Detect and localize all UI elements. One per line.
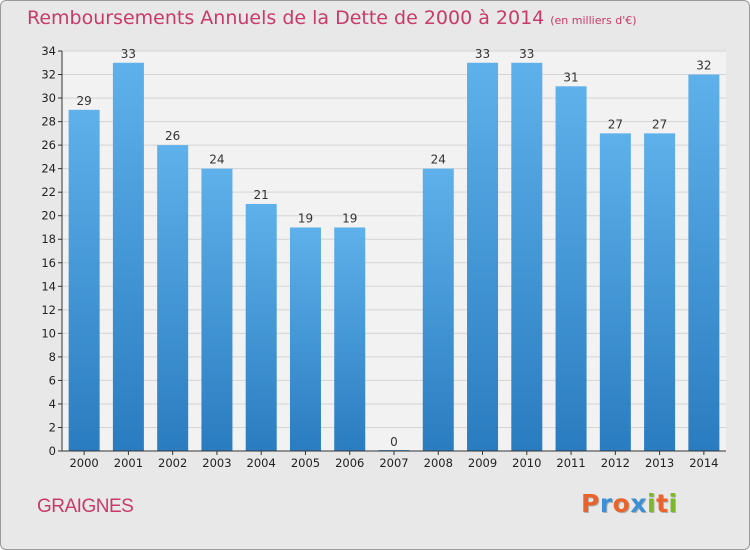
y-tick-label: 22 (41, 185, 56, 199)
bar-value-label: 33 (121, 47, 136, 61)
bar-value-label: 33 (519, 47, 534, 61)
bar-value-label: 27 (652, 117, 667, 131)
y-tick-label: 28 (41, 115, 56, 129)
x-tick-label: 2003 (202, 456, 231, 470)
y-tick-label: 16 (41, 256, 56, 270)
x-tick-label: 2001 (114, 456, 143, 470)
bar-2004 (245, 203, 277, 451)
y-tick-label: 10 (41, 326, 56, 340)
x-tick-label: 2012 (601, 456, 630, 470)
bar-value-label: 33 (475, 47, 490, 61)
y-tick-label: 32 (41, 68, 56, 82)
bar-value-label: 19 (298, 211, 313, 225)
bar-2009 (467, 62, 499, 451)
x-tick-label: 2000 (69, 456, 98, 470)
bar-value-label: 24 (209, 153, 224, 167)
y-tick-label: 20 (41, 209, 56, 223)
y-tick-label: 2 (49, 420, 56, 434)
bar-2014 (688, 74, 720, 451)
logo-letter: o (612, 489, 631, 518)
x-tick-label: 2006 (335, 456, 364, 470)
x-tick-label: 2004 (247, 456, 276, 470)
bar-value-label: 21 (254, 188, 269, 202)
bar-value-label: 19 (342, 211, 357, 225)
bar-2012 (599, 133, 631, 451)
bar-value-label: 24 (431, 153, 446, 167)
x-tick-label: 2013 (645, 456, 674, 470)
y-tick-label: 8 (49, 350, 56, 364)
bar-value-label: 29 (76, 94, 91, 108)
bar-2005 (289, 227, 321, 451)
logo-letter: i (647, 489, 657, 518)
y-tick-label: 30 (41, 91, 56, 105)
bar-value-label: 26 (165, 129, 180, 143)
logo-letter: x (630, 489, 647, 518)
bar-value-label: 27 (608, 117, 623, 131)
chart-title-text: Remboursements Annuels de la Dette de 20… (27, 7, 545, 29)
y-tick-label: 34 (41, 44, 56, 58)
y-tick-label: 18 (41, 232, 56, 246)
bar-2002 (157, 145, 189, 451)
x-tick-label: 2005 (291, 456, 320, 470)
bar-value-label: 31 (563, 70, 578, 84)
bars: 29 33 26 24 21 19 19 0 24 33 33 31 27 27 32 (68, 47, 720, 451)
x-tick-label: 2009 (468, 456, 497, 470)
y-tick-label: 0 (49, 444, 56, 458)
logo-letter: P (581, 489, 600, 518)
chart-unit-label: (en milliers d'€) (550, 14, 637, 27)
x-tick-label: 2002 (158, 456, 187, 470)
y-tick-label: 14 (41, 279, 56, 293)
x-tick-label: 2010 (512, 456, 541, 470)
x-tick-label: 2008 (424, 456, 453, 470)
y-tick-label: 12 (41, 303, 56, 317)
bar-2008 (422, 168, 454, 451)
proxiti-logo[interactable]: Proxiti (581, 489, 678, 518)
x-tick-label: 2014 (689, 456, 718, 470)
y-tick-label: 4 (49, 397, 56, 411)
x-tick-label: 2011 (556, 456, 585, 470)
bar-2000 (68, 109, 100, 451)
bar-2003 (201, 168, 233, 451)
chart-title: Remboursements Annuels de la Dette de 20… (27, 7, 637, 29)
bar-2001 (112, 62, 144, 451)
bar-value-label: 32 (696, 59, 711, 73)
y-tick-label: 6 (49, 373, 56, 387)
bar-2010 (511, 62, 543, 451)
bar-2006 (334, 227, 366, 451)
commune-name: GRAIGNES (37, 496, 134, 517)
logo-letter: r (599, 489, 613, 518)
bar-value-label: 0 (390, 435, 398, 449)
bar-2013 (644, 133, 676, 451)
bar-2011 (555, 86, 587, 451)
logo-letter: t (656, 489, 669, 518)
y-tick-label: 26 (41, 138, 56, 152)
logo-letter: i (668, 489, 678, 518)
y-tick-label: 24 (41, 162, 56, 176)
x-tick-label: 2007 (379, 456, 408, 470)
